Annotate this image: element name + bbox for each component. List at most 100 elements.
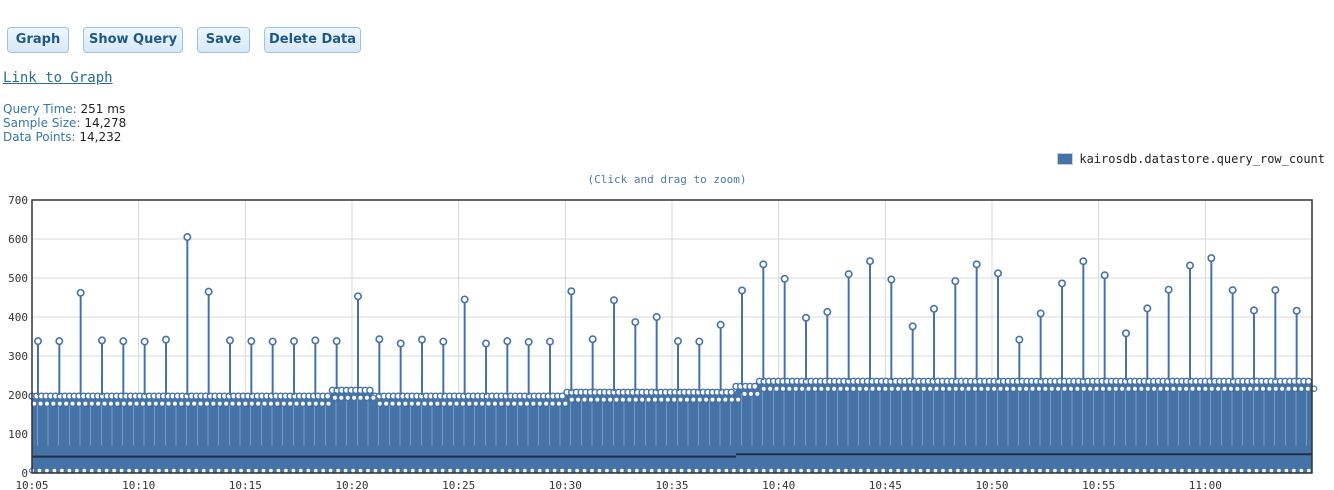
data-point[interactable]	[1086, 385, 1094, 392]
data-point[interactable]	[1054, 385, 1062, 392]
data-point[interactable]	[1003, 385, 1011, 392]
data-point[interactable]	[453, 400, 460, 407]
data-point[interactable]	[344, 394, 351, 401]
spike-point[interactable]	[1122, 329, 1131, 338]
data-point[interactable]	[875, 385, 883, 392]
spike-point[interactable]	[588, 335, 597, 344]
data-point[interactable]	[638, 396, 646, 403]
data-point[interactable]	[741, 390, 748, 398]
data-point[interactable]	[869, 385, 876, 392]
data-point[interactable]	[472, 400, 479, 407]
data-point[interactable]	[555, 400, 563, 407]
data-point[interactable]	[235, 400, 243, 407]
data-point[interactable]	[376, 400, 383, 407]
data-point[interactable]	[933, 385, 940, 392]
data-point[interactable]	[1150, 385, 1158, 392]
spike-point[interactable]	[929, 304, 938, 313]
data-point[interactable]	[632, 396, 639, 403]
spike-point[interactable]	[332, 337, 341, 346]
time-series-chart[interactable]: 0 100 200 300 400 500 600 700 10:05 10:10 10:15 10:…	[0, 190, 1334, 490]
data-point[interactable]	[43, 400, 51, 407]
spike-point[interactable]	[1143, 304, 1152, 313]
spike-point[interactable]	[396, 339, 405, 348]
data-point[interactable]	[306, 400, 313, 407]
data-point[interactable]	[222, 400, 230, 407]
spike-point[interactable]	[439, 337, 448, 346]
data-point[interactable]	[94, 400, 102, 407]
data-point[interactable]	[37, 400, 44, 407]
data-point[interactable]	[939, 385, 947, 392]
data-point[interactable]	[1202, 385, 1209, 392]
data-point[interactable]	[1298, 385, 1305, 392]
data-point[interactable]	[1125, 385, 1132, 392]
data-point[interactable]	[1208, 385, 1215, 392]
data-point[interactable]	[293, 400, 300, 407]
data-point[interactable]	[779, 385, 787, 392]
spike-point[interactable]	[524, 337, 533, 346]
spike-point[interactable]	[844, 270, 853, 279]
data-point[interactable]	[751, 382, 759, 391]
data-point[interactable]	[350, 394, 358, 401]
delete-data-button[interactable]: Delete Data	[264, 27, 361, 53]
data-point[interactable]	[126, 400, 134, 407]
data-point[interactable]	[562, 400, 569, 407]
data-point[interactable]	[558, 392, 567, 400]
spike-point[interactable]	[1015, 335, 1024, 344]
spike-point[interactable]	[353, 292, 362, 301]
data-point[interactable]	[837, 385, 844, 392]
data-point[interactable]	[248, 400, 255, 407]
data-point[interactable]	[626, 396, 633, 403]
data-point[interactable]	[1061, 385, 1068, 392]
data-point[interactable]	[587, 396, 595, 403]
data-point[interactable]	[286, 400, 294, 407]
data-point[interactable]	[1221, 385, 1228, 392]
data-point[interactable]	[1189, 385, 1196, 392]
spike-point[interactable]	[1292, 306, 1301, 315]
data-point[interactable]	[75, 400, 83, 407]
data-point[interactable]	[811, 385, 819, 392]
data-point[interactable]	[62, 400, 70, 407]
data-point[interactable]	[274, 400, 281, 407]
data-point[interactable]	[1240, 385, 1247, 392]
data-point[interactable]	[158, 400, 166, 407]
data-point[interactable]	[670, 396, 678, 403]
data-point[interactable]	[1259, 385, 1267, 392]
data-point[interactable]	[133, 400, 140, 407]
chart-plot-area[interactable]	[28, 233, 1318, 474]
data-point[interactable]	[997, 385, 1004, 392]
spike-point[interactable]	[33, 337, 42, 346]
data-point[interactable]	[1246, 385, 1254, 392]
data-point[interactable]	[1010, 385, 1017, 392]
spike-point[interactable]	[801, 313, 810, 322]
data-point[interactable]	[677, 396, 684, 403]
data-point[interactable]	[658, 396, 665, 403]
data-point[interactable]	[805, 385, 812, 392]
graph-button[interactable]: Graph	[7, 27, 69, 53]
spike-point[interactable]	[1036, 309, 1045, 318]
data-point[interactable]	[818, 385, 825, 392]
data-point[interactable]	[280, 400, 287, 407]
data-point[interactable]	[542, 400, 550, 407]
spike-point[interactable]	[76, 288, 85, 297]
data-point[interactable]	[792, 385, 799, 392]
data-point[interactable]	[952, 385, 959, 392]
data-point[interactable]	[786, 385, 793, 392]
spike-point[interactable]	[268, 337, 277, 346]
data-point[interactable]	[760, 385, 767, 392]
data-point[interactable]	[331, 394, 339, 401]
spike-point[interactable]	[887, 275, 896, 284]
data-point[interactable]	[683, 396, 691, 403]
data-point[interactable]	[402, 400, 409, 407]
data-point[interactable]	[421, 400, 428, 407]
data-point[interactable]	[261, 400, 268, 407]
data-point[interactable]	[798, 385, 806, 392]
data-point[interactable]	[1304, 377, 1313, 386]
data-point[interactable]	[184, 400, 191, 407]
data-point[interactable]	[894, 385, 902, 392]
spike-point[interactable]	[673, 337, 682, 346]
data-point[interactable]	[1163, 385, 1171, 392]
data-point[interactable]	[766, 385, 774, 392]
data-point[interactable]	[114, 400, 121, 407]
data-point[interactable]	[171, 400, 179, 407]
data-point[interactable]	[946, 385, 953, 392]
